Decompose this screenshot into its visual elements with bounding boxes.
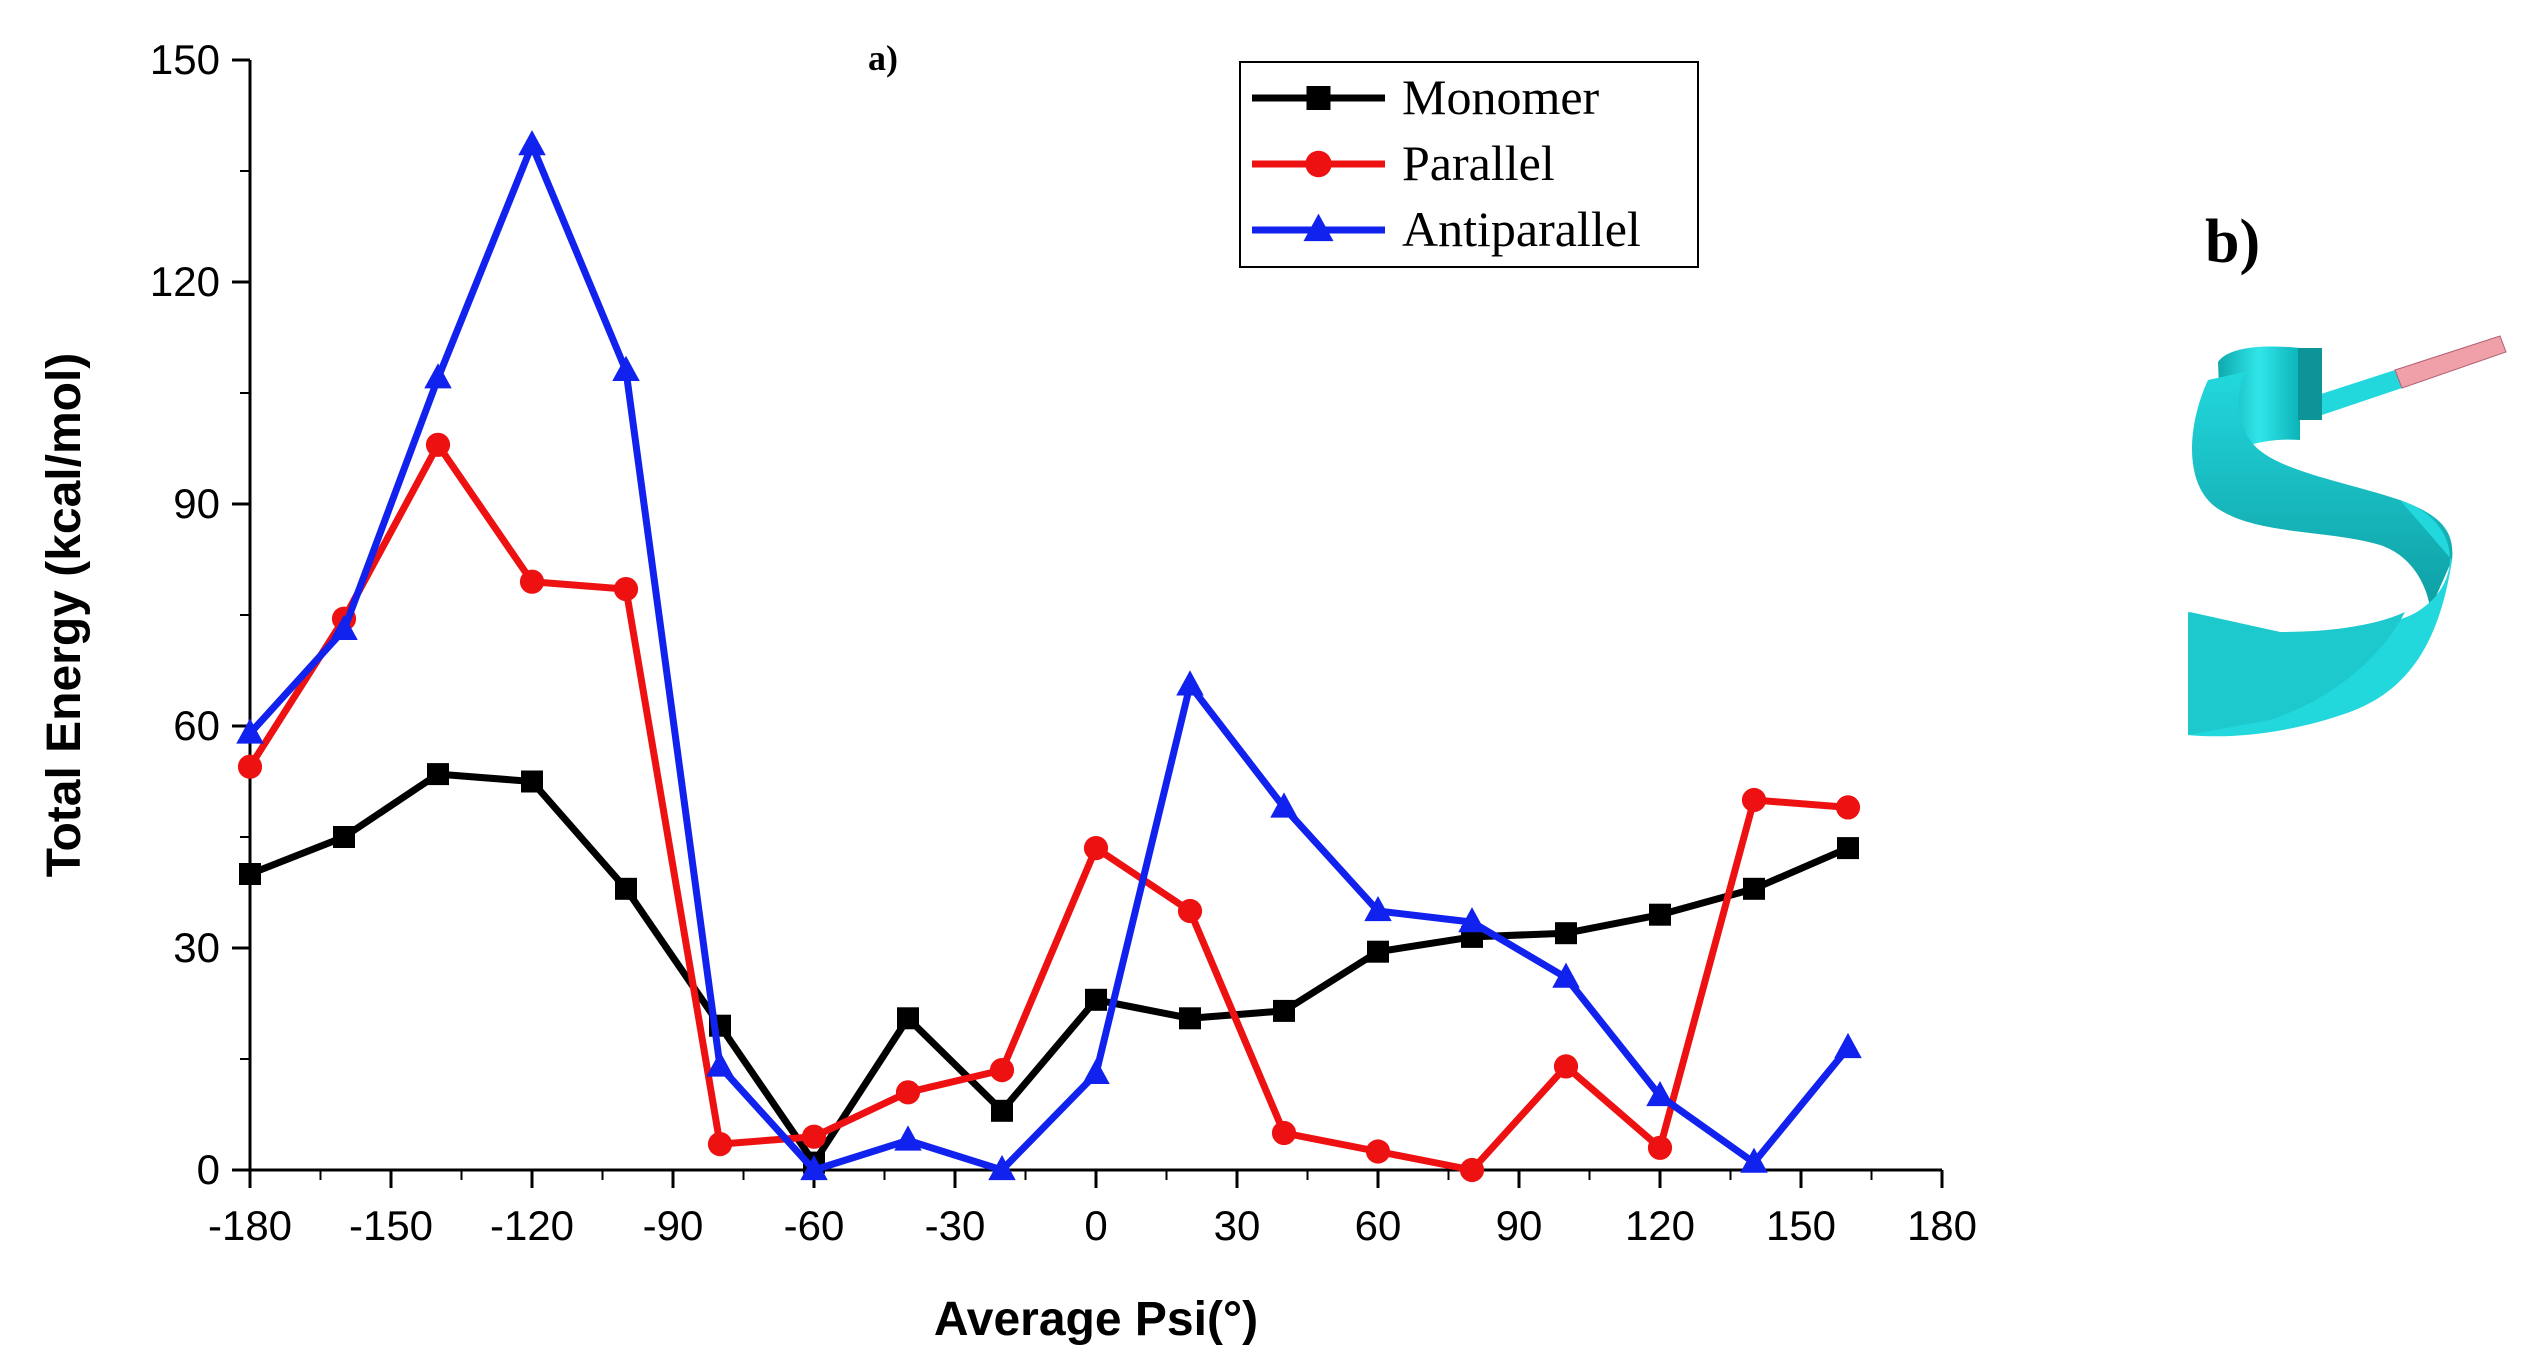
helix-top-face (2298, 348, 2322, 420)
x-tick-label: 30 (1214, 1202, 1261, 1249)
point-parallel (1553, 1054, 1579, 1079)
point-monomer (1179, 1007, 1201, 1030)
helix-tail-tip (2394, 335, 2507, 389)
y-tick-label: 90 (173, 480, 220, 527)
x-tick-label: -90 (643, 1202, 704, 1249)
point-parallel (1835, 795, 1861, 820)
point-monomer (897, 1007, 919, 1030)
y-tick-label: 150 (150, 36, 220, 83)
point-antiparallel (424, 363, 452, 389)
point-parallel (801, 1124, 827, 1149)
legend-label-antiparallel: Antiparallel (1402, 201, 1641, 257)
point-parallel (1741, 787, 1767, 813)
point-antiparallel (800, 1154, 828, 1181)
helix-ribbon-illustration (2188, 335, 2507, 737)
series-line-monomer (248, 770, 1850, 1167)
point-monomer (1085, 988, 1107, 1011)
panel-label-a: a) (868, 38, 898, 78)
x-tick-label: -150 (349, 1202, 433, 1249)
series-antiparallel (236, 130, 1862, 1181)
point-antiparallel (518, 130, 546, 156)
x-tick-label: -120 (490, 1202, 574, 1249)
series-layer (236, 130, 1862, 1183)
point-antiparallel (988, 1154, 1016, 1181)
point-antiparallel (1270, 792, 1298, 818)
point-monomer (1743, 877, 1765, 900)
point-parallel (425, 432, 451, 457)
point-monomer (1555, 922, 1577, 945)
point-monomer (427, 763, 449, 786)
legend-marker-antiparallel (1303, 213, 1334, 242)
legend-marker-monomer (1306, 86, 1331, 110)
helix-ribbon-lower-shade (2188, 612, 2405, 735)
point-parallel (707, 1132, 733, 1157)
point-monomer (615, 877, 637, 900)
point-antiparallel (1176, 670, 1204, 696)
point-parallel (1365, 1139, 1391, 1164)
series-line-parallel (247, 441, 1849, 1174)
point-antiparallel (236, 718, 264, 744)
point-antiparallel (1364, 895, 1392, 922)
point-monomer (1273, 999, 1295, 1022)
x-tick-label: -30 (925, 1202, 986, 1249)
x-tick-label: 120 (1625, 1202, 1695, 1249)
y-tick-label: 0 (197, 1146, 220, 1193)
point-antiparallel (706, 1051, 734, 1077)
legend: Monomer Parallel Antiparallel (1239, 61, 1699, 268)
helix-ribbon-front (2192, 372, 2453, 610)
point-parallel (237, 754, 263, 779)
point-antiparallel (1552, 962, 1580, 988)
point-monomer (1837, 837, 1859, 860)
legend-marker-parallel (1305, 150, 1332, 178)
point-antiparallel (1646, 1080, 1674, 1107)
point-monomer (1367, 940, 1389, 963)
x-tick-label: 150 (1766, 1202, 1836, 1249)
x-tick-label: 0 (1084, 1202, 1107, 1249)
x-tick-label: -180 (208, 1202, 292, 1249)
point-parallel (1647, 1135, 1673, 1160)
series-parallel (237, 432, 1861, 1183)
panel-label-b: b) (2205, 208, 2260, 276)
point-monomer (991, 1099, 1013, 1122)
point-parallel (989, 1058, 1015, 1083)
point-parallel (895, 1080, 921, 1105)
axes: -180 -150 -120 -90 -60 -30 0 30 60 90 120 150 180 0 30… (150, 36, 1977, 1249)
point-parallel (1459, 1157, 1485, 1183)
point-antiparallel (612, 355, 640, 381)
x-tick-label: 180 (1907, 1202, 1977, 1249)
point-antiparallel (894, 1125, 922, 1151)
series-line-antiparallel (247, 141, 1851, 1174)
helix-tail (2318, 370, 2402, 415)
point-antiparallel (330, 614, 358, 640)
x-tick-label: 60 (1355, 1202, 1402, 1249)
y-axis-title: Total Energy (kcal/mol) (38, 353, 91, 878)
point-antiparallel (1458, 907, 1486, 933)
point-parallel (519, 569, 545, 594)
y-tick-label: 30 (173, 924, 220, 971)
point-parallel (613, 577, 639, 602)
point-antiparallel (1834, 1032, 1862, 1059)
point-antiparallel (1082, 1058, 1110, 1084)
point-antiparallel (1740, 1147, 1768, 1173)
legend-label-parallel: Parallel (1402, 135, 1555, 191)
point-parallel (1177, 898, 1203, 924)
point-parallel (1271, 1120, 1297, 1146)
x-tick-label: 90 (1496, 1202, 1543, 1249)
y-tick-label: 60 (173, 702, 220, 749)
point-monomer (1649, 903, 1671, 926)
point-monomer (333, 826, 355, 848)
y-tick-label: 120 (150, 258, 220, 305)
point-monomer (521, 770, 543, 793)
x-axis-title: Average Psi(°) (934, 1293, 1258, 1346)
legend-label-monomer: Monomer (1402, 69, 1600, 125)
x-tick-label: -60 (784, 1202, 845, 1249)
point-monomer (239, 863, 261, 885)
point-parallel (1083, 836, 1109, 861)
